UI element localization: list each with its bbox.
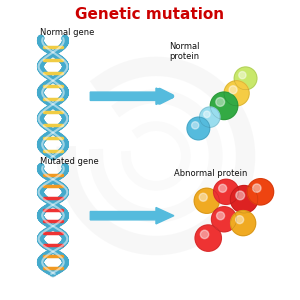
Circle shape bbox=[219, 184, 226, 192]
Circle shape bbox=[210, 92, 238, 119]
Circle shape bbox=[195, 225, 221, 251]
Circle shape bbox=[194, 188, 219, 213]
Text: Genetic mutation: Genetic mutation bbox=[75, 7, 225, 22]
Text: Normal
protein: Normal protein bbox=[169, 42, 200, 61]
Circle shape bbox=[204, 111, 210, 118]
Circle shape bbox=[253, 184, 261, 192]
Text: Abnormal protein: Abnormal protein bbox=[174, 169, 247, 178]
Circle shape bbox=[230, 185, 258, 213]
Circle shape bbox=[236, 216, 244, 224]
Circle shape bbox=[187, 117, 210, 140]
Circle shape bbox=[239, 71, 246, 79]
Circle shape bbox=[224, 81, 249, 106]
Circle shape bbox=[217, 212, 225, 220]
Text: Mutated gene: Mutated gene bbox=[40, 158, 98, 166]
Circle shape bbox=[231, 211, 256, 236]
Circle shape bbox=[200, 107, 220, 127]
Text: Normal gene: Normal gene bbox=[40, 28, 94, 37]
Circle shape bbox=[234, 67, 257, 90]
FancyArrow shape bbox=[90, 88, 174, 104]
Circle shape bbox=[199, 193, 207, 201]
Circle shape bbox=[247, 179, 274, 205]
Circle shape bbox=[192, 122, 199, 129]
Circle shape bbox=[236, 191, 244, 200]
Circle shape bbox=[200, 230, 209, 238]
Circle shape bbox=[212, 207, 237, 232]
FancyArrow shape bbox=[90, 208, 174, 224]
Circle shape bbox=[214, 179, 239, 204]
Circle shape bbox=[229, 86, 237, 94]
Circle shape bbox=[216, 98, 225, 106]
